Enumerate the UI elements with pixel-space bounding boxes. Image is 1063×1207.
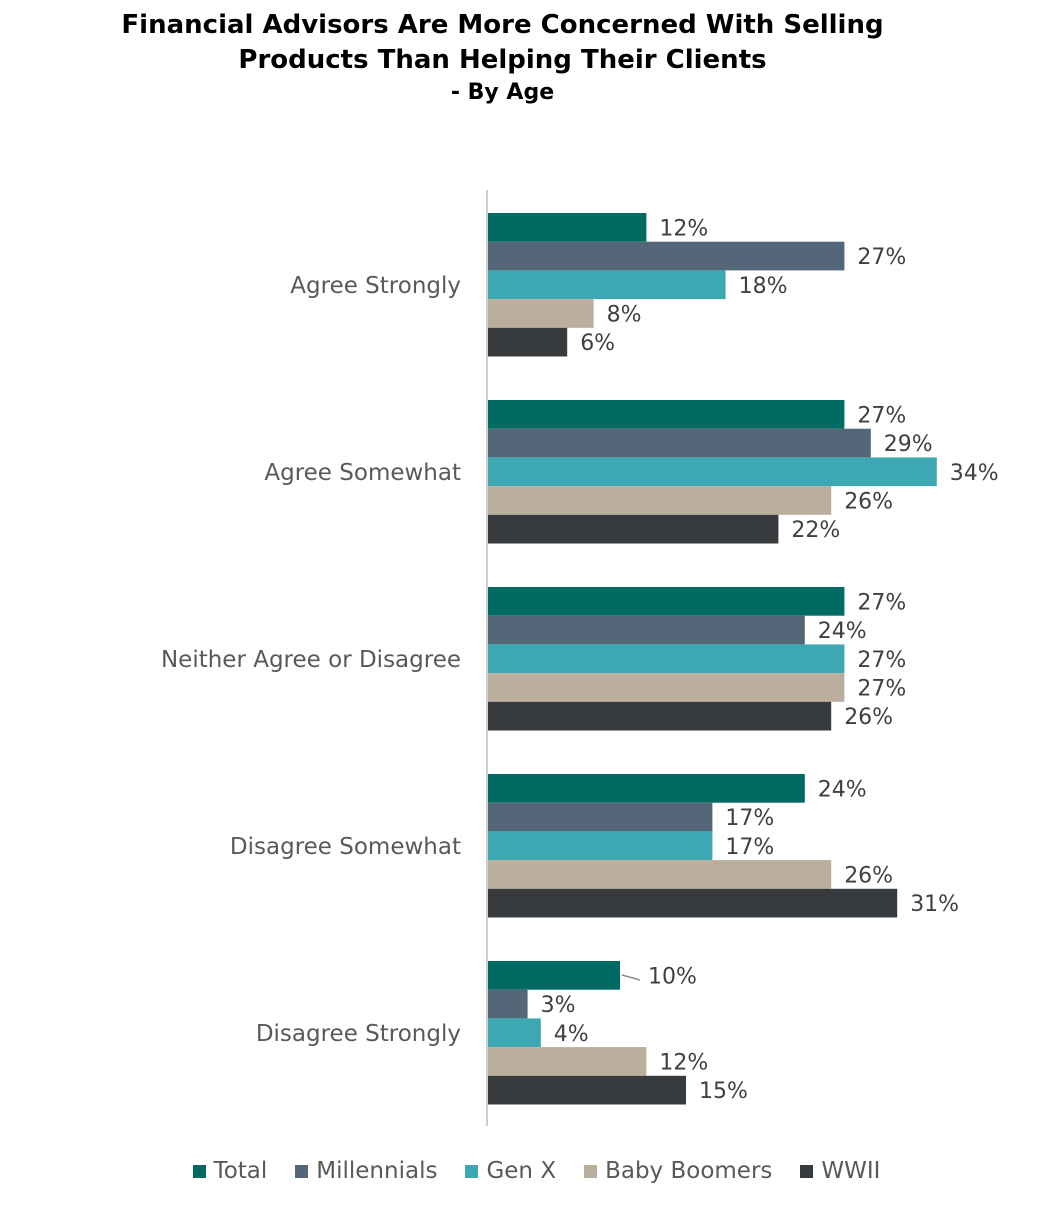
legend-swatch	[193, 1165, 206, 1178]
legend-swatch	[295, 1165, 308, 1178]
data-label: 26%	[844, 705, 893, 730]
legend-item-total: Total	[193, 1158, 268, 1184]
legend-item-millennials: Millennials	[295, 1158, 437, 1184]
data-label: 8%	[607, 302, 642, 327]
legend-label: WWII	[821, 1158, 880, 1184]
data-label: 22%	[791, 518, 840, 543]
data-label: 26%	[844, 863, 893, 888]
chart-legend: Total Millennials Gen X Baby Boomers WWII	[0, 1153, 1063, 1189]
bar-total	[488, 961, 620, 990]
leader-line	[622, 975, 640, 980]
category-label: Disagree Somewhat	[230, 834, 461, 860]
bar-wwii	[488, 889, 897, 918]
bar-millennials	[488, 990, 528, 1019]
data-label: 12%	[659, 216, 708, 241]
data-label: 31%	[910, 892, 959, 917]
category-label: Disagree Strongly	[256, 1021, 461, 1047]
bar-millennials	[488, 616, 805, 645]
bar-millennials	[488, 242, 844, 271]
legend-label: Total	[214, 1158, 268, 1184]
legend-label: Millennials	[316, 1158, 437, 1184]
data-label: 27%	[857, 590, 906, 615]
bar-total	[488, 213, 646, 242]
bar-total	[488, 587, 844, 616]
bar-gen-x	[488, 1018, 541, 1047]
bar-gen-x	[488, 831, 712, 860]
bar-baby-boomers	[488, 486, 831, 515]
data-label: 26%	[844, 489, 893, 514]
bar-millennials	[488, 429, 871, 458]
data-label: 3%	[541, 993, 576, 1018]
bar-wwii	[488, 702, 831, 731]
bar-baby-boomers	[488, 299, 594, 328]
legend-item-wwii: WWII	[800, 1158, 880, 1184]
legend-label: Gen X	[486, 1158, 556, 1184]
legend-label: Baby Boomers	[605, 1158, 772, 1184]
data-label: 15%	[699, 1079, 748, 1104]
legend-swatch	[465, 1165, 478, 1178]
data-label: 18%	[739, 274, 788, 299]
bar-total	[488, 774, 805, 803]
data-label: 27%	[857, 676, 906, 701]
data-label: 6%	[580, 331, 615, 356]
data-label: 4%	[554, 1022, 589, 1047]
data-label: 27%	[857, 403, 906, 428]
data-label: 29%	[884, 432, 933, 457]
bar-wwii	[488, 1076, 686, 1105]
bar-chart: Agree Strongly Agree Somewhat Neither Agre…	[0, 0, 1063, 1207]
bar-gen-x	[488, 457, 937, 486]
legend-swatch	[800, 1165, 813, 1178]
data-label: 17%	[725, 806, 774, 831]
legend-item-baby-boomers: Baby Boomers	[584, 1158, 772, 1184]
bar-gen-x	[488, 270, 726, 299]
bar-wwii	[488, 328, 567, 357]
category-label: Neither Agree or Disagree	[161, 647, 461, 673]
data-label: 12%	[659, 1050, 708, 1075]
data-label: 34%	[950, 461, 999, 486]
data-label: 24%	[818, 777, 867, 802]
data-label: 17%	[725, 835, 774, 860]
category-label: Agree Somewhat	[264, 460, 461, 486]
legend-swatch	[584, 1165, 597, 1178]
bar-wwii	[488, 515, 778, 544]
bar-baby-boomers	[488, 673, 844, 702]
bar-gen-x	[488, 644, 844, 673]
data-label: 27%	[857, 245, 906, 270]
category-label: Agree Strongly	[290, 273, 461, 299]
data-label: 27%	[857, 648, 906, 673]
bar-baby-boomers	[488, 860, 831, 889]
data-label: 24%	[818, 619, 867, 644]
bar-millennials	[488, 803, 712, 832]
bar-total	[488, 400, 844, 429]
data-label: 10%	[648, 964, 697, 989]
legend-item-gen-x: Gen X	[465, 1158, 556, 1184]
category-labels: Agree Strongly Agree Somewhat Neither Agre…	[161, 273, 461, 1047]
bar-baby-boomers	[488, 1047, 646, 1076]
